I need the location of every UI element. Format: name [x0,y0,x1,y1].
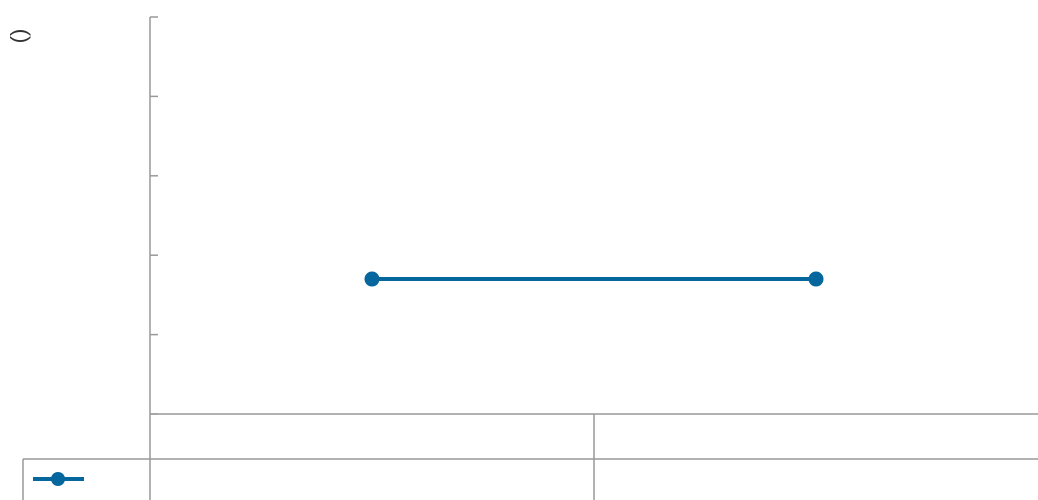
data-point [808,271,824,287]
data-point [364,271,380,287]
y-axis-label: () [6,29,31,44]
legend-marker [51,472,65,486]
